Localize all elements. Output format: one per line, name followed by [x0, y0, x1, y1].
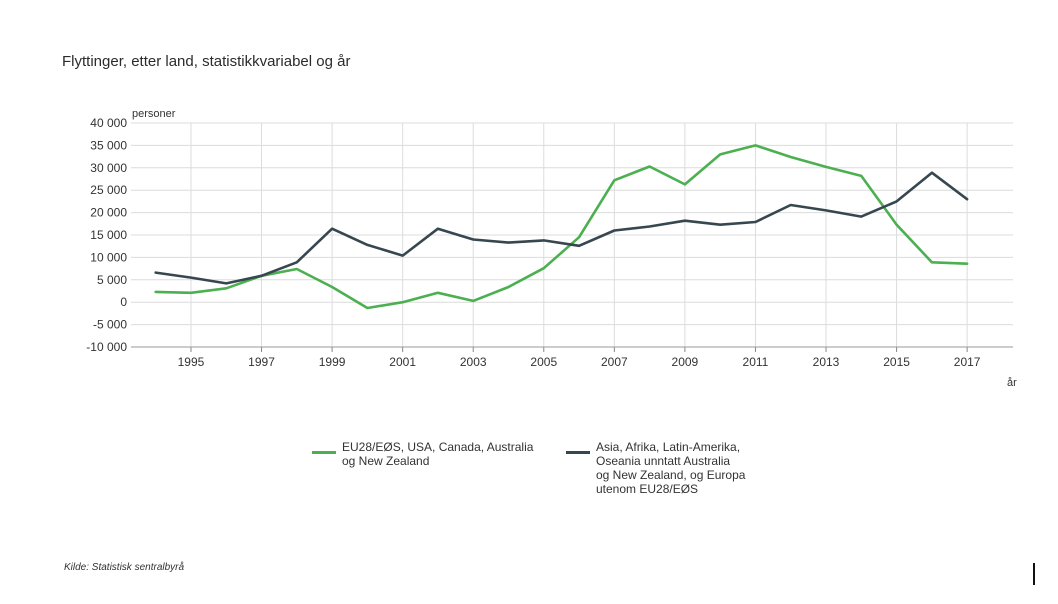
y-tick-label: 35 000 [90, 138, 127, 152]
x-tick-label: 2013 [813, 355, 840, 369]
legend-swatch-other [566, 451, 590, 454]
y-tick-label: 10 000 [90, 250, 127, 264]
x-tick-label: 2017 [954, 355, 981, 369]
x-tick-label: 2011 [743, 355, 769, 369]
y-tick-label: 30 000 [90, 161, 127, 175]
legend-label-other: Asia, Afrika, Latin-Amerika, Oseania unn… [596, 440, 746, 496]
legend-swatch-eu [312, 451, 336, 454]
x-tick-label: 1999 [319, 355, 346, 369]
y-tick-label: 25 000 [90, 183, 127, 197]
series-line-1 [154, 171, 969, 285]
x-tick-label: 2005 [530, 355, 557, 369]
axes: 40 000 35 000 30 000 25 000 20 000 15 000 10 0… [86, 108, 1017, 389]
x-tick-label: 2001 [389, 355, 416, 369]
x-tick-label: 2003 [460, 355, 487, 369]
chart-title: Flyttinger, etter land, statistikkvariab… [62, 53, 351, 70]
y-tick-label: 40 000 [90, 116, 127, 130]
y-tick-label: 20 000 [90, 206, 127, 220]
y-tick-label: 5 000 [97, 273, 127, 287]
legend-label-eu: EU28/EØS, USA, Canada, Australia og New … [342, 440, 534, 468]
x-tick-label: 2015 [883, 355, 910, 369]
legend-item-eu: EU28/EØS, USA, Canada, Australia og New … [312, 440, 533, 468]
x-tick-label: 2007 [601, 355, 628, 369]
source-note: Kilde: Statistisk sentralbyrå [64, 562, 185, 573]
y-tick-label: -5 000 [93, 318, 127, 332]
x-axis-unit: år [1007, 377, 1017, 389]
x-tick-label: 2009 [672, 355, 699, 369]
series-line-0 [154, 144, 969, 310]
y-tick-label: -10 000 [86, 340, 127, 354]
y-axis-unit: personer [132, 108, 176, 120]
y-tick-label: 15 000 [90, 228, 127, 242]
x-tick-label: 1995 [178, 355, 205, 369]
series-lines [154, 144, 969, 310]
x-tick-label: 1997 [248, 355, 275, 369]
grid-lines [131, 122, 1013, 348]
legend-item-other: Asia, Afrika, Latin-Amerika, Oseania unn… [566, 440, 745, 496]
text-cursor [1033, 563, 1035, 585]
y-tick-label: 0 [120, 295, 127, 309]
